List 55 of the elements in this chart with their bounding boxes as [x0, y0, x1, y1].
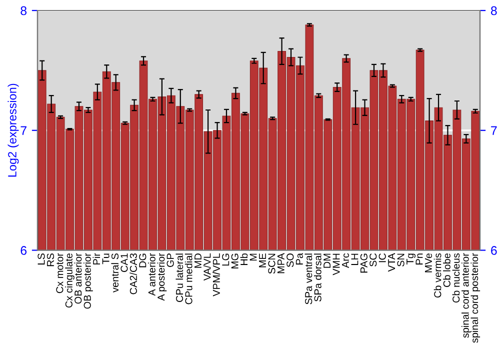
- x-tick-label: SCN: [268, 254, 276, 274]
- x-tick-label: LG: [222, 254, 230, 266]
- x-tick-label: DG: [139, 254, 146, 268]
- y-tick-label: 8: [20, 6, 27, 16]
- x-tick-label: Arc: [342, 253, 350, 268]
- x-tick-label: Cx cingulate: [65, 253, 74, 308]
- x-tick-label: ventral S: [111, 253, 119, 292]
- x-tick-label: A posterior: [157, 253, 167, 301]
- y2-tick-label: 6: [491, 246, 497, 255]
- x-tick-label: LS: [38, 253, 45, 264]
- x-tick-label: Cb vermis: [434, 253, 442, 298]
- x-tick-label: VTA: [388, 253, 396, 272]
- x-tick-label: VPM/VPL: [212, 253, 220, 296]
- x-tick-label: CPu medial: [184, 254, 192, 304]
- x-tick-label: spinal cord posterior: [470, 253, 480, 343]
- x-tick-label: Pa: [296, 253, 303, 264]
- x-tick-label: SPa dorsal: [314, 254, 322, 302]
- x-tick-label: Cx motor: [56, 253, 64, 294]
- y-tick-label: 6: [20, 246, 27, 255]
- x-tick-label: VA/VL: [203, 253, 211, 281]
- x-tick-label: SC: [370, 253, 377, 266]
- x-tick-label: Tu: [102, 254, 110, 264]
- x-tick-label: SO: [286, 254, 294, 268]
- x-tick-label: CA2/CA3: [130, 253, 137, 294]
- x-tick-label: OB anterior: [74, 253, 82, 304]
- x-tick-label: DM: [324, 254, 330, 268]
- x-tick-label: RS: [46, 253, 54, 266]
- x-tick-label: MD: [194, 254, 202, 268]
- x-tick-label: Hb: [240, 253, 248, 265]
- x-tick-label: GP: [166, 254, 174, 267]
- x-tick-label: A anterior: [148, 253, 156, 296]
- x-tick-label: LH: [351, 254, 358, 265]
- y-tick-label: 7: [20, 126, 26, 135]
- x-tick-label: IC: [378, 253, 386, 262]
- x-tick-label: MPA: [278, 253, 284, 274]
- x-tick-label: MVe: [425, 253, 432, 272]
- x-tick-label: Pir: [92, 253, 100, 264]
- x-tick-label: OB posterior: [84, 253, 93, 309]
- x-tick-label: SN: [397, 254, 404, 266]
- x-tick-label: VMH: [332, 254, 340, 276]
- x-tick-label: M: [250, 254, 257, 261]
- x-tick-label: MG: [231, 254, 238, 268]
- x-tick-label: spinal cord anterior: [462, 253, 471, 338]
- x-tick-label: CPu lateral: [176, 254, 184, 302]
- x-tick-label: SPa ventral: [304, 254, 312, 304]
- x-tick-label: Tg: [406, 254, 416, 264]
- x-tick-label: ME: [259, 253, 266, 268]
- x-tick-label: PAG: [360, 254, 368, 273]
- y2-tick-label: 8: [490, 6, 497, 16]
- x-tick-label: Pn: [416, 254, 423, 264]
- x-tick-label: CA1: [120, 254, 128, 272]
- y2-tick-label: 7: [491, 126, 497, 135]
- x-tick-label: Cb nucleus: [452, 253, 460, 303]
- y-axis-title: Log2 (expression): [8, 84, 19, 177]
- x-tick-label: Cb lobe: [443, 253, 450, 287]
